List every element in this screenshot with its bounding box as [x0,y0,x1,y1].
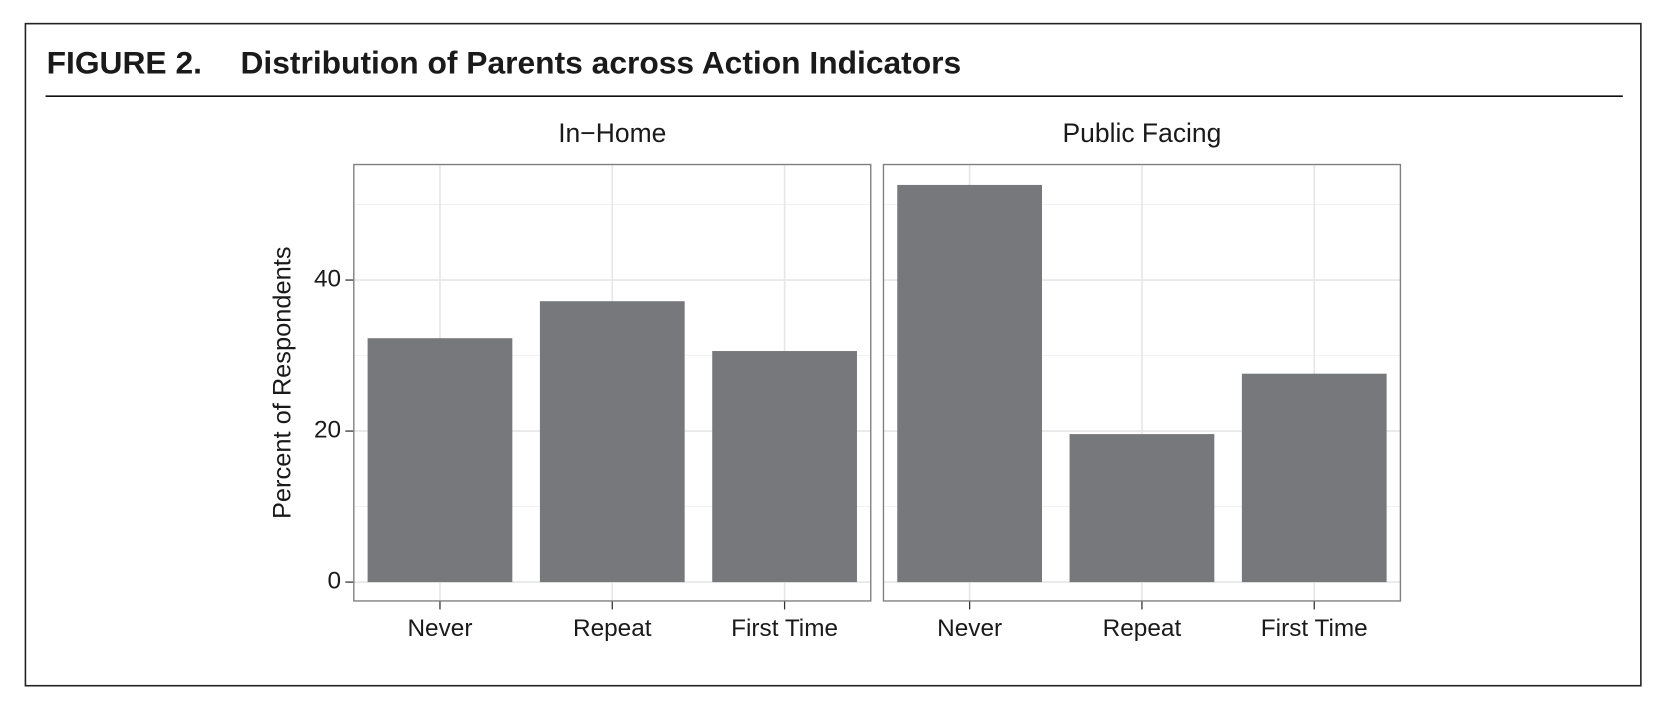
bar [367,338,513,583]
x-tick-label: First Time [1261,615,1368,642]
figure-title: Distribution of Parents across Action In… [240,44,961,80]
y-tick-label: 20 [314,417,341,444]
facet-title: In−Home [558,118,666,148]
bar [1241,373,1387,583]
bar [712,351,857,583]
y-tick-label: 0 [328,568,342,595]
x-tick-label: Never [937,615,1002,642]
figure-label: FIGURE 2. [47,44,202,80]
panel-border [353,163,872,602]
bar [1069,434,1215,583]
y-axis-label: Percent of Respondents [269,246,297,519]
x-tick-label: First Time [731,615,838,642]
bar [897,184,1042,583]
x-tick-label: Never [407,615,472,642]
panel-border [882,163,1402,602]
x-tick-label: Repeat [1103,615,1182,642]
facet-title: Public Facing [1062,118,1221,148]
bar [539,301,685,583]
x-tick-label: Repeat [573,615,652,642]
y-tick-label: 40 [314,265,341,292]
